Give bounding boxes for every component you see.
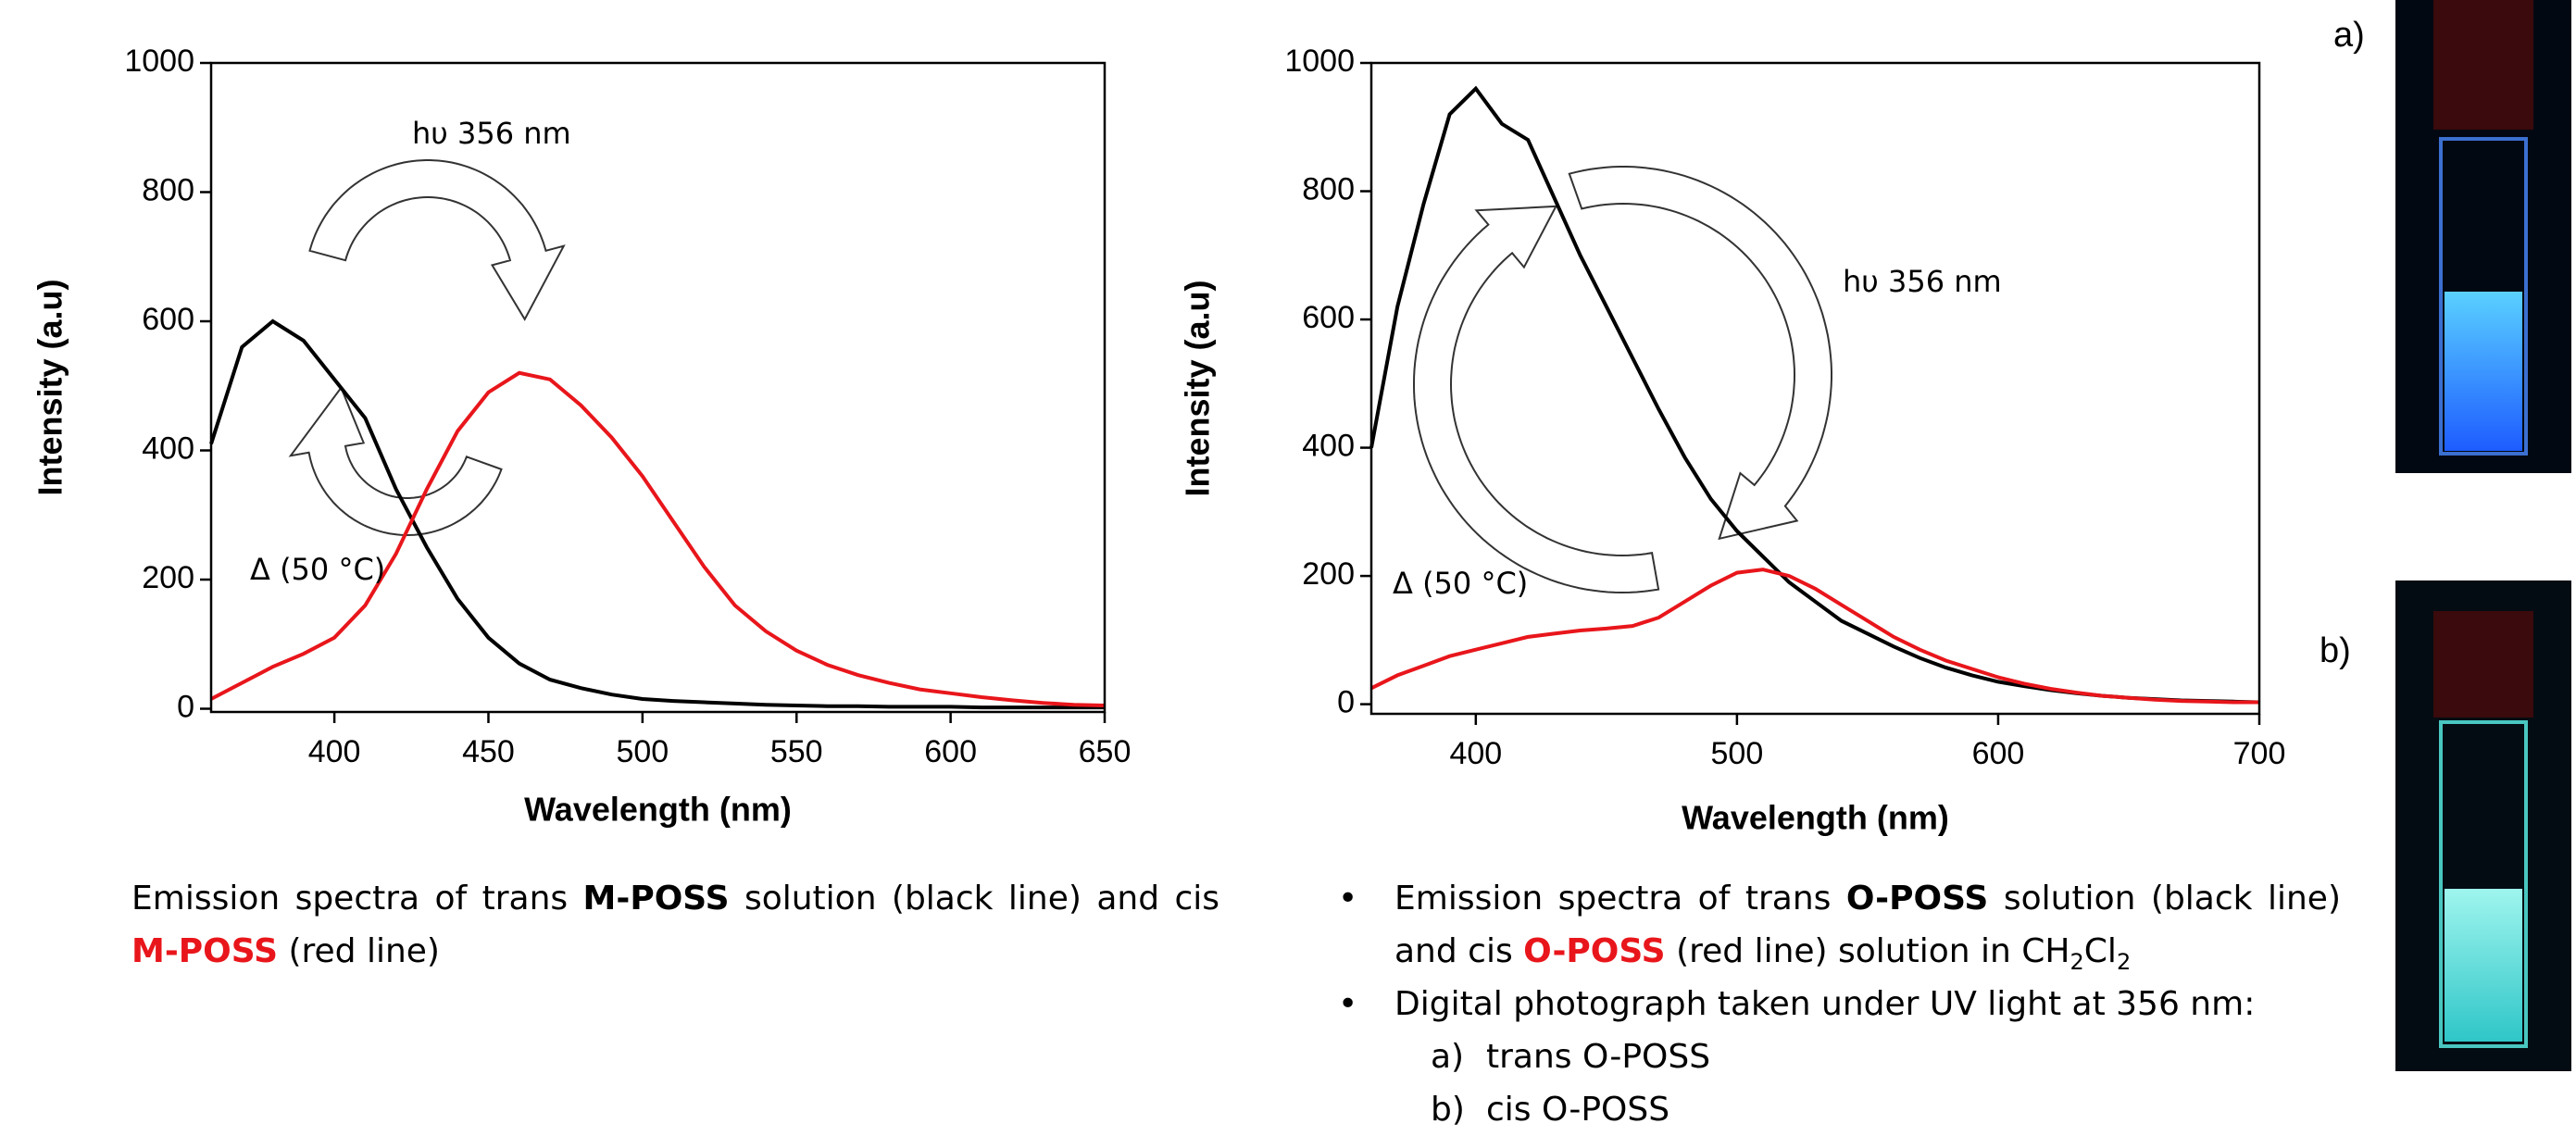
photo-a — [2395, 0, 2571, 473]
caption-text: cis O-POSS — [1486, 1091, 1670, 1129]
bullet: • Digital photograph taken under UV light… — [1338, 978, 2347, 1030]
sub-item: b) cis O-POSS — [1431, 1083, 2347, 1136]
spectrum-line — [210, 370, 1106, 707]
bullet: • Emission spectra of trans O-POSS soluti… — [1338, 880, 2341, 975]
spectrum-line — [1370, 568, 2259, 705]
x-tick-label: 500 — [616, 734, 669, 769]
y-tick-label: 400 — [142, 431, 194, 466]
annotation: hυ 356 nm — [412, 116, 571, 151]
x-tick-label: 600 — [924, 734, 977, 769]
x-tick-label: 400 — [308, 734, 361, 769]
caption-text: O-POSS — [1845, 880, 1989, 918]
caption-text: solution (black line) and cis — [729, 880, 1219, 918]
annotation: Δ (50 °C) — [250, 552, 385, 587]
y-tick-label: 200 — [1302, 556, 1355, 592]
arrow — [1412, 205, 1660, 594]
x-tick-label: 450 — [462, 734, 515, 769]
y-tick-label: 0 — [1337, 685, 1355, 720]
caption-text: CH — [2021, 932, 2070, 970]
caption-text: O-POSS — [1523, 932, 1666, 970]
plot-frame — [1369, 61, 2261, 716]
sub-label: b) — [1431, 1091, 1465, 1129]
caption-text: 2 — [2070, 949, 2084, 975]
x-tick-label: 650 — [1079, 734, 1132, 769]
x-tick-label: 400 — [1449, 736, 1502, 771]
arrow — [308, 159, 566, 321]
annotation: hυ 356 nm — [1843, 264, 2002, 299]
caption-text: M-POSS — [131, 932, 278, 970]
y-axis-label: Intensity (a.u) — [1179, 280, 1217, 496]
caption-text: 2 — [2116, 949, 2132, 975]
y-tick-label: 0 — [177, 689, 194, 724]
y-tick-label: 600 — [1302, 300, 1355, 335]
y-tick-label: 800 — [142, 172, 194, 207]
caption-right: • Emission spectra of trans O-POSS soluti… — [1338, 872, 2347, 1136]
caption-text: (red line) solution in — [1665, 932, 2022, 970]
sub-item: a) trans O-POSS — [1431, 1030, 2347, 1083]
photo-label: b) — [2320, 631, 2351, 670]
caption-text: Digital photograph taken under UV light … — [1394, 985, 2256, 1023]
x-tick-label: 500 — [1711, 736, 1764, 771]
x-axis-label: Wavelength (nm) — [1682, 799, 1949, 837]
y-tick-label: 800 — [1302, 172, 1355, 207]
caption-left: Emission spectra of trans M-POSS solutio… — [131, 872, 1219, 978]
plot-frame — [209, 61, 1107, 714]
caption-text: trans O-POSS — [1486, 1038, 1711, 1076]
y-tick-label: 200 — [142, 560, 194, 595]
arrow — [288, 385, 503, 537]
x-tick-label: 550 — [770, 734, 823, 769]
y-tick-label: 600 — [142, 302, 194, 337]
caption-text: Emission spectra of trans — [131, 880, 583, 918]
caption-text: (red line) — [278, 932, 440, 970]
caption-text: Emission spectra of trans — [1394, 880, 1846, 918]
y-tick-label: 1000 — [1284, 44, 1355, 79]
caption-text: solution (black line) and cis — [1394, 880, 2341, 970]
x-axis-label: Wavelength (nm) — [524, 791, 792, 829]
spectrum-line — [209, 318, 1105, 710]
photo-label: a) — [2333, 16, 2365, 55]
x-tick-label: 700 — [2233, 736, 2286, 771]
y-axis-label: Intensity (a.u) — [31, 279, 69, 495]
sub-label: a) — [1431, 1038, 1465, 1076]
annotation: Δ (50 °C) — [1393, 566, 1528, 601]
x-tick-label: 600 — [1972, 736, 2025, 771]
caption-text: M-POSS — [582, 880, 730, 918]
caption-text: Cl — [2083, 932, 2117, 970]
y-tick-label: 400 — [1302, 429, 1355, 464]
arrow — [1568, 166, 1832, 541]
photo-b — [2395, 580, 2571, 1071]
y-tick-label: 1000 — [124, 44, 194, 79]
